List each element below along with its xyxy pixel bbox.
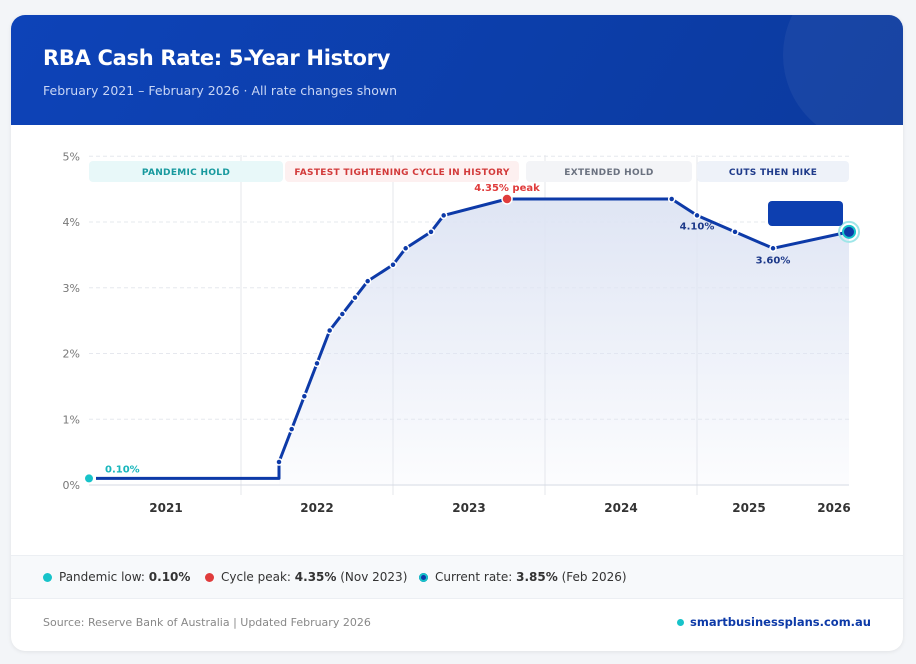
legend-value: 0.10% — [148, 570, 191, 584]
teal-dot-icon — [677, 618, 684, 626]
data-point — [401, 244, 410, 253]
legend-label: Cycle peak: — [221, 570, 295, 584]
data-point — [769, 244, 777, 253]
annotation-label: 3.60% — [756, 255, 791, 266]
area-fill — [279, 198, 850, 486]
footer: Source: Reserve Bank of Australia | Upda… — [11, 598, 903, 651]
data-point — [313, 359, 321, 368]
source-text: Source: Reserve Bank of Australia | Upda… — [43, 616, 371, 629]
x-tick-label: 2026 — [817, 501, 850, 515]
data-point — [275, 458, 283, 466]
page-subtitle: February 2021 – February 2026 · All rate… — [43, 83, 398, 98]
legend-label: Current rate: — [435, 570, 517, 584]
pandemic-low-point — [85, 474, 93, 483]
data-point — [693, 211, 701, 220]
annotation-label: 4.35% peak — [474, 183, 540, 194]
phase-band — [697, 161, 849, 182]
y-tick-label: 5% — [63, 150, 80, 163]
teal-dot-icon — [43, 572, 52, 582]
data-point — [731, 228, 739, 236]
data-point — [351, 293, 359, 302]
red-dot-icon — [205, 572, 214, 582]
x-tick-label: 2021 — [149, 501, 182, 515]
peak-point — [501, 193, 513, 205]
legend-item-pandemic-low: Pandemic low: 0.10% — [43, 570, 190, 584]
data-point — [667, 195, 676, 203]
x-tick-label: 2024 — [604, 501, 637, 515]
x-tick-label: 2022 — [300, 501, 333, 515]
data-point — [427, 228, 435, 236]
y-tick-label: 2% — [63, 348, 80, 361]
legend-label: Pandemic low: — [59, 570, 149, 584]
phase-label: EXTENDED HOLD — [564, 168, 653, 178]
data-point — [439, 211, 448, 220]
site-link[interactable]: smartbusinessplans.com.au — [677, 615, 871, 629]
rate-chart: 0% 1% 2% 3% 4% 5% 2021 2022 2023 2024 2025 2026 PAND… — [63, 150, 861, 515]
annotation-label: 0.10% — [105, 464, 140, 475]
legend-value: 3.85% — [516, 570, 558, 584]
phase-band — [89, 161, 283, 182]
data-point — [363, 277, 372, 285]
phase-label: CUTS THEN HIKE — [729, 168, 817, 178]
current-point-ring — [838, 220, 861, 243]
x-tick-label: 2023 — [452, 501, 485, 515]
y-tick-label: 4% — [63, 216, 80, 229]
y-tick-label: 1% — [63, 413, 80, 426]
decorative-circle — [783, 15, 903, 125]
data-point — [338, 310, 347, 318]
current-dot-icon — [419, 572, 428, 582]
legend-note: (Nov 2023) — [336, 570, 408, 584]
site-link-text[interactable]: smartbusinessplans.com.au — [690, 615, 871, 629]
annotation-label: 4.10% — [680, 221, 715, 232]
legend: Pandemic low: 0.10% Cycle peak: 4.35% (N… — [11, 555, 903, 599]
page-title: RBA Cash Rate: 5-Year History — [43, 46, 391, 70]
phase-label: PANDEMIC HOLD — [142, 168, 230, 178]
legend-item-current-rate: Current rate: 3.85% (Feb 2026) — [419, 570, 627, 584]
current-rate-tag — [768, 201, 843, 226]
legend-item-cycle-peak: Cycle peak: 4.35% (Nov 2023) — [205, 570, 407, 584]
legend-value: 4.35% — [294, 570, 337, 584]
legend-note: (Feb 2026) — [557, 570, 627, 584]
data-point — [389, 260, 397, 269]
phase-label: FASTEST TIGHTENING CYCLE IN HISTORY — [294, 168, 509, 178]
current-point — [844, 226, 855, 237]
y-tick-label: 0% — [63, 479, 80, 492]
rate-line — [96, 197, 850, 480]
y-tick-label: 3% — [63, 282, 80, 295]
data-point — [287, 425, 296, 433]
header: RBA Cash Rate: 5-Year History February 2… — [11, 15, 903, 125]
data-point — [325, 326, 334, 335]
phase-band — [526, 161, 692, 182]
x-tick-label: 2025 — [732, 501, 765, 515]
data-point — [300, 392, 309, 400]
phase-band — [285, 161, 519, 182]
